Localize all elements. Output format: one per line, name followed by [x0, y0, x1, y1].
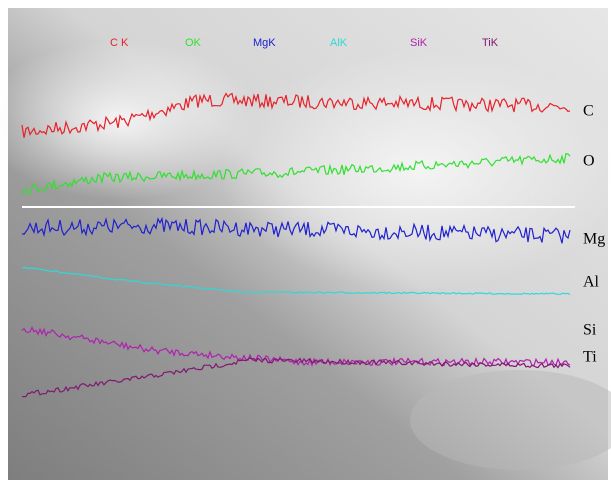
legend-item: AlK [330, 37, 348, 49]
trace-label: Mg [583, 231, 605, 248]
legend-item: C K [110, 37, 129, 49]
legend-item: TiK [482, 37, 499, 49]
trace-label: Si [583, 322, 597, 339]
legend-item: SiK [410, 37, 428, 49]
legend-item: MgK [253, 37, 276, 49]
trace-label: O [583, 153, 595, 170]
legend-item: OK [185, 37, 202, 49]
trace-label: Ti [583, 349, 597, 366]
micrograph: C K OK MgK AlK SiK TiK C O Mg Al Si Ti [0, 0, 611, 484]
trace-label: C [583, 103, 594, 120]
trace-label: Al [583, 274, 600, 291]
bright-region [220, 50, 611, 290]
